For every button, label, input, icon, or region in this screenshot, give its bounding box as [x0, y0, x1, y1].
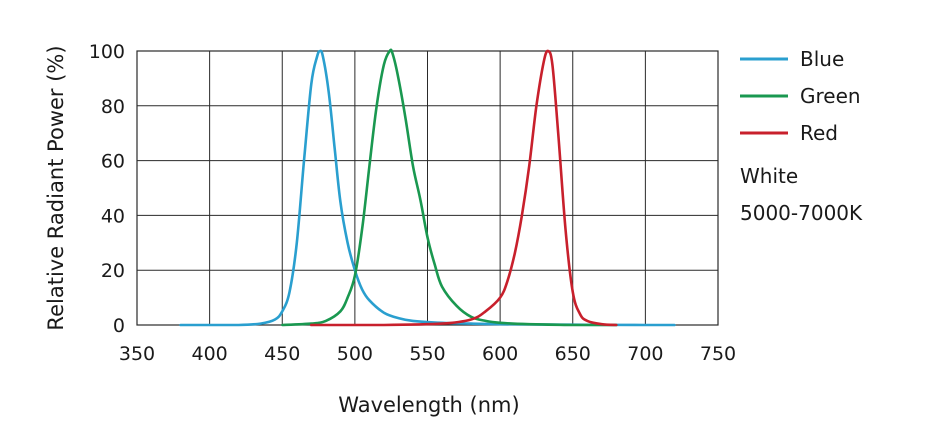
legend-label-red: Red: [800, 121, 838, 145]
x-tick-label: 450: [264, 343, 300, 365]
y-tick-labels: 0 20 40 60 80 100: [89, 41, 125, 337]
annotation-white: White: [740, 164, 798, 188]
legend-label-blue: Blue: [800, 47, 844, 71]
y-axis-title: Relative Radiant Power (%): [44, 45, 68, 330]
x-tick-label: 400: [191, 343, 227, 365]
legend-label-green: Green: [800, 84, 861, 108]
x-tick-label: 650: [555, 343, 591, 365]
y-tick-label: 0: [113, 315, 125, 337]
x-tick-label: 550: [409, 343, 445, 365]
y-tick-label: 20: [101, 260, 125, 282]
y-tick-label: 80: [101, 96, 125, 118]
x-tick-labels: 350 400 450 500 550 600 650 700 750: [119, 343, 736, 365]
y-tick-label: 60: [101, 151, 125, 173]
series-line-red: [310, 49, 618, 327]
series-curves: [179, 48, 676, 327]
x-tick-label: 500: [337, 343, 373, 365]
legend: Blue Green Red: [740, 47, 861, 145]
x-tick-label: 600: [482, 343, 518, 365]
y-tick-label: 100: [89, 41, 125, 63]
x-tick-label: 350: [119, 343, 155, 365]
annotation-cct: 5000-7000K: [740, 201, 863, 225]
x-tick-label: 750: [700, 343, 736, 365]
x-axis-title: Wavelength (nm): [338, 393, 519, 417]
series-line-green: [281, 48, 618, 327]
y-tick-label: 40: [101, 205, 125, 227]
x-tick-label: 700: [627, 343, 663, 365]
grid: [136, 50, 719, 326]
